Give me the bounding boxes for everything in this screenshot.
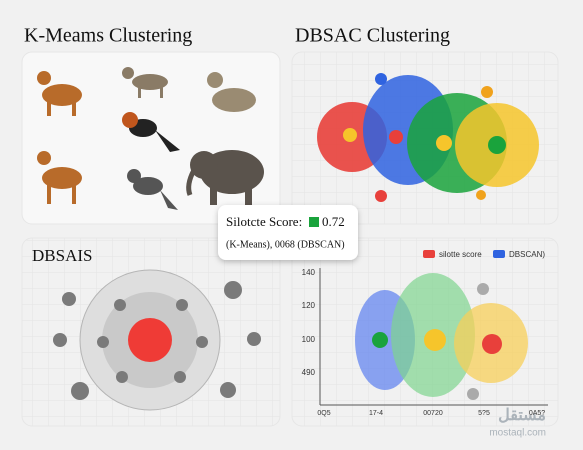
x-label: 5?5 xyxy=(478,410,490,417)
animal-illustrations xyxy=(37,67,264,210)
callout-score: 0.72 xyxy=(322,214,345,229)
title: DBSAC Clustering xyxy=(295,25,450,47)
score-callout: Silotcte Score: 0.72 (K-Means), 0068 (DB… xyxy=(218,205,358,260)
x-label: 17-4 xyxy=(369,410,383,417)
y-label: 490 xyxy=(302,368,316,377)
legend-label: silotte score xyxy=(439,250,482,259)
dbscan-clusters xyxy=(317,73,539,202)
plot: silotte score DBSCAN) 140 120 100 490 0Q5 17… xyxy=(302,250,548,417)
y-label: 140 xyxy=(302,268,316,277)
kmeans-diagram xyxy=(53,269,261,411)
watermark: mostaql.com xyxy=(489,428,546,439)
x-label: 0A5? xyxy=(529,410,545,417)
watermark: مستقل xyxy=(498,407,546,424)
x-label: 0Q5 xyxy=(317,410,330,417)
legend-swatch xyxy=(423,250,435,258)
callout-label: Silotcte Score: xyxy=(226,214,302,229)
legend-label: DBSCAN) xyxy=(509,250,545,259)
y-label: 100 xyxy=(302,335,316,344)
callout-detail: (K-Means), 0068 (DBSCAN) xyxy=(226,239,345,250)
legend-swatch xyxy=(493,250,505,258)
panel-title: DBSAIS xyxy=(32,246,92,265)
y-label: 120 xyxy=(302,301,316,310)
title: K-Meams Clustering xyxy=(24,25,192,47)
score-swatch xyxy=(309,217,319,227)
x-label: 00720 xyxy=(423,410,443,417)
